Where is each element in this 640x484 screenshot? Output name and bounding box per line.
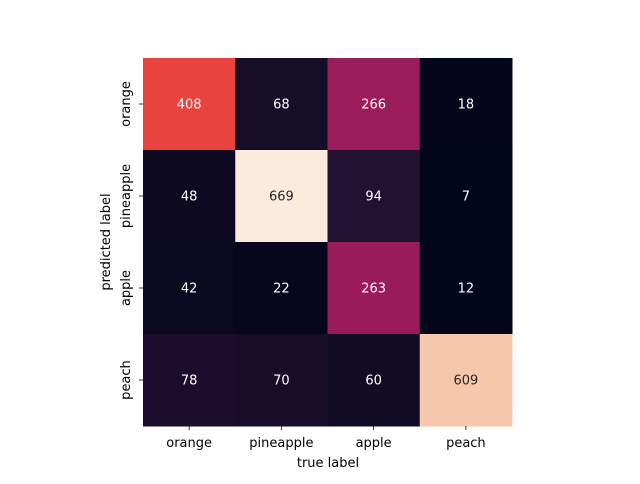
cell-value-label: 70 — [273, 374, 290, 389]
heatmap-cell — [419, 334, 513, 427]
cell-value-label: 78 — [181, 374, 198, 389]
y-tick-label: orange — [119, 81, 134, 127]
y-axis-label: predicted label — [99, 193, 114, 290]
heatmap-cell — [143, 150, 236, 243]
cell-value-label: 22 — [273, 282, 290, 297]
cell-value-label: 68 — [273, 98, 290, 113]
heatmap-cell — [235, 150, 328, 243]
heatmap-cell — [143, 58, 236, 151]
cell-value-label: 263 — [361, 282, 386, 297]
cell-value-label: 7 — [462, 190, 470, 205]
cell-value-label: 48 — [181, 190, 198, 205]
heatmap-cell — [419, 242, 513, 335]
x-tick-label: peach — [446, 436, 486, 451]
cell-value-label: 609 — [453, 374, 478, 389]
y-tick-label: pineapple — [119, 164, 134, 228]
y-tick-label: apple — [119, 270, 134, 306]
heatmap-cell — [327, 150, 421, 243]
cell-value-label: 18 — [458, 98, 475, 113]
heatmap-cell — [143, 334, 236, 427]
heatmap-cell — [235, 58, 328, 151]
cell-value-label: 60 — [365, 374, 382, 389]
heatmap-cell — [143, 242, 236, 335]
cell-value-label: 266 — [361, 98, 386, 113]
heatmap-cell — [327, 334, 421, 427]
cell-value-label: 12 — [458, 282, 475, 297]
heatmap-cell-labels: 408 68 266 18 48 669 94 7 42 22 263 12 78 70 60 609 — [177, 98, 479, 389]
x-axis-label: true label — [297, 456, 359, 471]
cell-value-label: 42 — [181, 282, 198, 297]
y-tick-label: peach — [119, 360, 134, 400]
heatmap-cells — [143, 58, 513, 427]
heatmap-cell — [419, 58, 513, 151]
cell-value-label: 408 — [177, 98, 202, 113]
cell-value-label: 94 — [365, 190, 382, 205]
x-tick-label: apple — [356, 436, 392, 451]
x-tick-label: orange — [166, 436, 212, 451]
heatmap-cell — [327, 58, 421, 151]
cell-value-label: 669 — [269, 190, 294, 205]
heatmap-cell — [235, 334, 328, 427]
y-axis: orange pineapple apple peach — [119, 81, 143, 400]
heatmap-cell — [235, 242, 328, 335]
x-tick-label: pineapple — [249, 436, 313, 451]
heatmap-cell — [327, 242, 421, 335]
x-axis: orange pineapple apple peach — [166, 426, 486, 451]
heatmap-cell — [419, 150, 513, 243]
